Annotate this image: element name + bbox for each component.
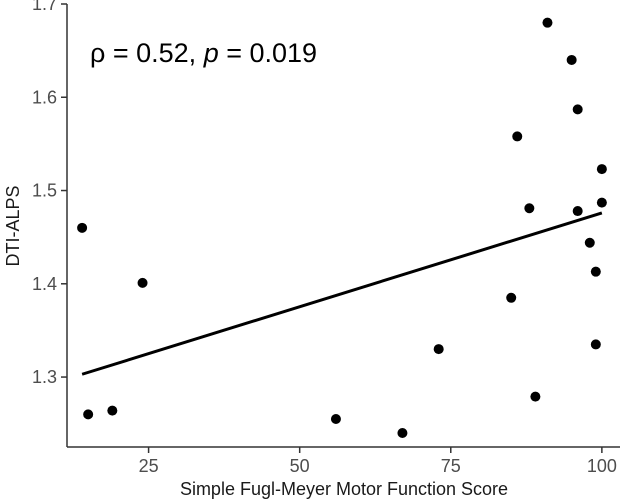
x-axis-title: Simple Fugl-Meyer Motor Function Score — [180, 479, 508, 499]
y-ticks: 1.3 1.4 1.5 1.6 1.7 — [32, 0, 67, 387]
data-point — [83, 409, 94, 420]
data-point — [506, 292, 517, 303]
x-ticks: 25 50 75 100 — [139, 447, 617, 476]
data-point — [596, 197, 607, 208]
y-tick-label: 1.6 — [32, 87, 57, 107]
data-point — [524, 203, 535, 214]
data-point — [542, 17, 553, 28]
x-tick-label: 50 — [290, 456, 310, 476]
p-symbol: p — [203, 38, 219, 68]
data-point — [596, 164, 607, 175]
data-point — [137, 277, 148, 288]
x-tick-label: 75 — [441, 456, 461, 476]
correlation-annotation: ρ = 0.52, p = 0.019 — [90, 38, 317, 68]
data-point — [590, 266, 601, 277]
y-tick-label: 1.4 — [32, 274, 57, 294]
data-point — [572, 104, 583, 115]
axes — [66, 4, 620, 448]
x-tick-label: 100 — [587, 456, 617, 476]
data-point — [77, 222, 88, 233]
data-point — [512, 131, 523, 142]
y-tick-label: 1.3 — [32, 367, 57, 387]
regression-line — [81, 211, 603, 376]
data-point — [433, 344, 444, 355]
data-point — [107, 405, 118, 416]
data-point — [330, 414, 341, 425]
rho-text: ρ = 0.52, — [90, 38, 204, 68]
data-point — [566, 54, 577, 65]
data-point — [590, 339, 601, 350]
data-point — [530, 391, 541, 402]
y-axis-title: DTI-ALPS — [3, 185, 23, 266]
data-points — [77, 17, 607, 439]
y-tick-label: 1.7 — [32, 0, 57, 14]
data-point — [584, 237, 595, 248]
x-tick-label: 25 — [139, 456, 159, 476]
data-point — [572, 206, 583, 217]
p-value-text: = 0.019 — [219, 38, 317, 68]
y-tick-label: 1.5 — [32, 181, 57, 201]
data-point — [397, 428, 408, 439]
